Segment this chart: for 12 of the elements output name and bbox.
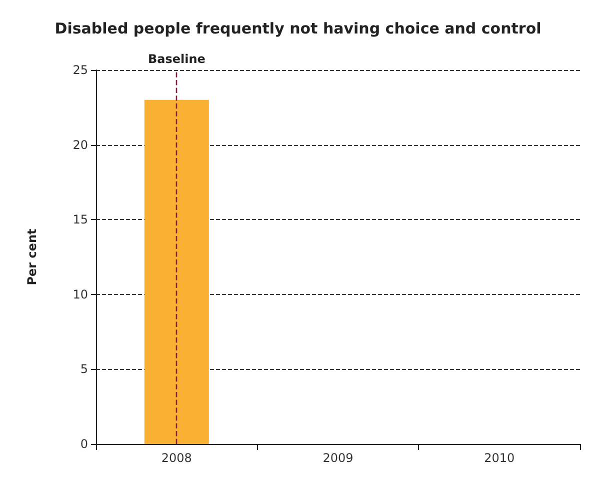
y-tick-label: 20 bbox=[72, 138, 88, 152]
y-tick-label: 5 bbox=[80, 362, 88, 376]
x-tick-label: 2008 bbox=[161, 451, 192, 465]
y-axis-title: Per cent bbox=[25, 228, 39, 286]
chart-title: Disabled people frequently not having choice and control bbox=[54, 20, 542, 38]
y-tick-label: 25 bbox=[72, 63, 88, 77]
x-tick-label: 2010 bbox=[484, 451, 515, 465]
y-tick-label: 0 bbox=[80, 437, 88, 451]
y-tick-label: 10 bbox=[72, 287, 88, 302]
y-tick-label: 15 bbox=[72, 212, 88, 227]
x-tick-label: 2009 bbox=[322, 451, 354, 465]
ref-line-label: Baseline bbox=[148, 52, 206, 66]
